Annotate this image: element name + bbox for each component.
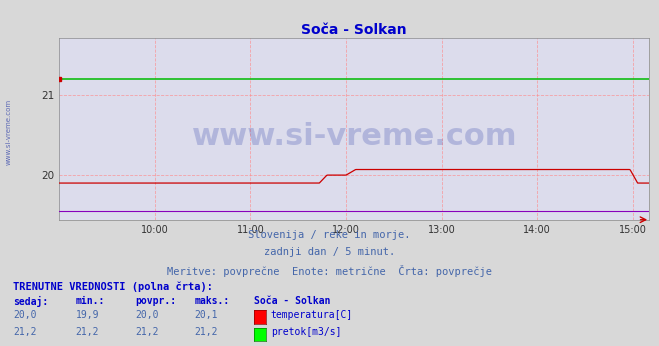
Text: 19,9: 19,9 (76, 310, 100, 320)
Title: Soča - Solkan: Soča - Solkan (301, 23, 407, 37)
Text: Slovenija / reke in morje.: Slovenija / reke in morje. (248, 230, 411, 240)
Text: zadnji dan / 5 minut.: zadnji dan / 5 minut. (264, 247, 395, 257)
Text: Soča - Solkan: Soča - Solkan (254, 296, 330, 306)
Text: sedaj:: sedaj: (13, 296, 48, 307)
Text: 21,2: 21,2 (194, 327, 218, 337)
Text: 21,2: 21,2 (135, 327, 159, 337)
Text: Meritve: povprečne  Enote: metrične  Črta: povprečje: Meritve: povprečne Enote: metrične Črta:… (167, 265, 492, 277)
Text: 20,1: 20,1 (194, 310, 218, 320)
Text: pretok[m3/s]: pretok[m3/s] (271, 327, 341, 337)
Text: TRENUTNE VREDNOSTI (polna črta):: TRENUTNE VREDNOSTI (polna črta): (13, 282, 213, 292)
Text: www.si-vreme.com: www.si-vreme.com (5, 98, 12, 165)
Text: 20,0: 20,0 (135, 310, 159, 320)
Text: temperatura[C]: temperatura[C] (271, 310, 353, 320)
Text: povpr.:: povpr.: (135, 296, 176, 306)
Text: 21,2: 21,2 (76, 327, 100, 337)
Text: min.:: min.: (76, 296, 105, 306)
Text: www.si-vreme.com: www.si-vreme.com (192, 122, 517, 151)
Text: 20,0: 20,0 (13, 310, 37, 320)
Text: 21,2: 21,2 (13, 327, 37, 337)
Text: maks.:: maks.: (194, 296, 229, 306)
